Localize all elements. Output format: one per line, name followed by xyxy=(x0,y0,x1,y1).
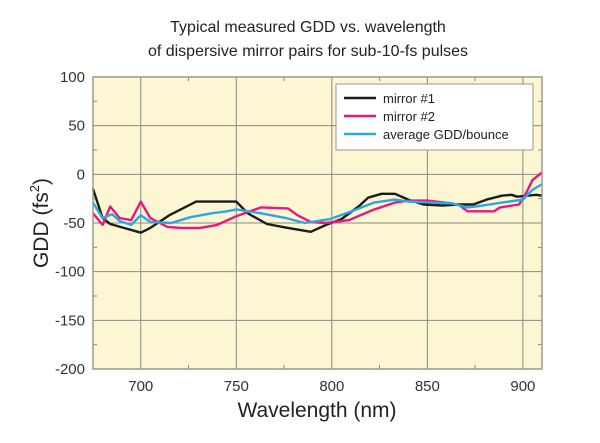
y-tick-label: -50 xyxy=(63,215,85,232)
y-tick-labels: 100 50 0 -50 -100 -150 -200 xyxy=(55,69,85,378)
chart-title-line-2: of dispersive mirror pairs for sub-10-fs… xyxy=(148,43,468,60)
x-axis-label: Wavelength (nm) xyxy=(237,399,396,422)
legend-label-3: average GDD/bounce xyxy=(383,127,509,142)
y-axis-label: GDD (fs2) xyxy=(27,178,53,268)
legend-label-2: mirror #2 xyxy=(383,109,435,124)
series-line-1 xyxy=(91,188,543,234)
y-tick-label: -200 xyxy=(55,361,85,378)
legend: mirror #1 mirror #2 average GDD/bounce xyxy=(335,83,534,151)
x-tick-label: 850 xyxy=(415,378,440,395)
x-tick-labels: 700 750 800 850 900 xyxy=(128,378,535,395)
y-tick-label: 0 xyxy=(77,166,85,183)
x-tick-label: 900 xyxy=(510,378,535,395)
series-line-3 xyxy=(91,183,543,227)
y-tick-label: -100 xyxy=(55,264,85,281)
x-tick-label: 800 xyxy=(319,378,344,395)
chart-title-line-1: Typical measured GDD vs. wavelength xyxy=(170,19,446,36)
y-tick-label: 100 xyxy=(60,69,85,86)
series-lines xyxy=(91,171,543,234)
x-tick-label: 750 xyxy=(224,378,249,395)
y-tick-label: 50 xyxy=(68,118,85,135)
y-tick-label: -150 xyxy=(55,312,85,329)
legend-label-1: mirror #1 xyxy=(383,91,435,106)
x-tick-label: 700 xyxy=(128,378,153,395)
plot-border xyxy=(92,76,543,370)
